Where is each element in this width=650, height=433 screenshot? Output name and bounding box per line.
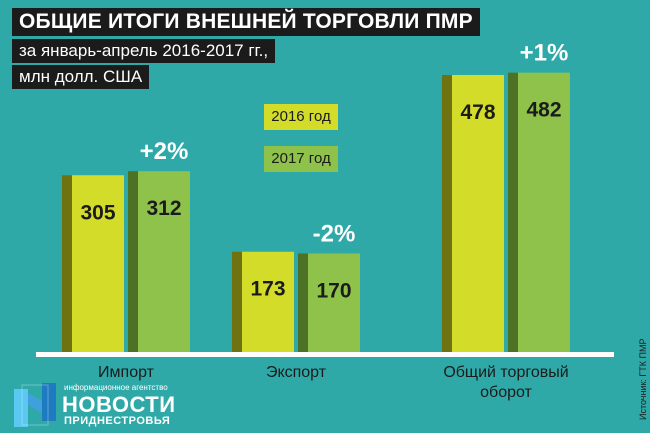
chart-title: ОБЩИЕ ИТОГИ ВНЕШНЕЙ ТОРГОВЛИ ПМР: [12, 8, 480, 36]
data-label: 173: [250, 278, 285, 301]
bar: [138, 171, 190, 352]
data-label: 170: [316, 279, 351, 302]
news-logo-icon: [14, 383, 56, 427]
bar-side: [442, 75, 452, 352]
bar-side: [62, 175, 72, 352]
category-label: Экспорт: [266, 364, 327, 381]
data-label: 305: [80, 201, 115, 224]
bar: [452, 75, 504, 352]
bar-side: [128, 171, 138, 352]
source-note: Источник: ГТК ПМР: [638, 338, 648, 420]
category-label: Общий торговый: [443, 364, 568, 381]
data-label: 312: [146, 197, 181, 220]
bar-side: [298, 253, 308, 352]
legend-2017: 2017 год: [264, 146, 338, 172]
data-label: 482: [526, 99, 561, 122]
bar: [308, 253, 360, 352]
agency-label: информационное агентство: [64, 383, 168, 392]
change-label: +1%: [520, 40, 569, 67]
data-label: 478: [460, 101, 495, 124]
brand-name: НОВОСТИ: [62, 392, 176, 417]
x-axis-baseline: [36, 352, 614, 357]
bar: [72, 175, 124, 352]
legend-2016: 2016 год: [264, 104, 338, 130]
brand-subname: ПРИДНЕСТРОВЬЯ: [64, 415, 171, 427]
bar: [518, 72, 570, 352]
chart-units: млн долл. США: [12, 65, 150, 89]
change-label: +2%: [140, 138, 189, 165]
category-label: Импорт: [98, 364, 155, 381]
category-label: оборот: [480, 384, 532, 401]
bar-side: [232, 251, 242, 352]
bar: [242, 251, 294, 352]
bar-side: [508, 72, 518, 352]
change-label: -2%: [313, 220, 356, 247]
chart-subtitle: за январь-апрель 2016-2017 гг.,: [12, 39, 276, 63]
